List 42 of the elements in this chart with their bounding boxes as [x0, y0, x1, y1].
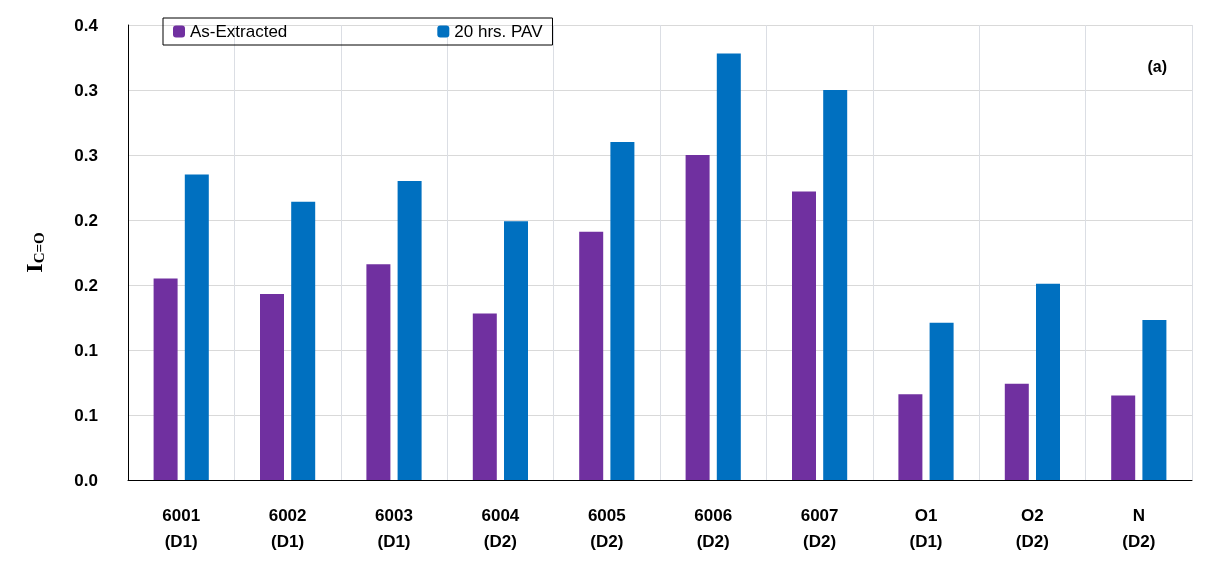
y-tick-label: 0.1: [74, 405, 98, 425]
y-tick-label: 0.0: [74, 470, 98, 490]
x-tick-label: O1 (D1): [909, 505, 943, 551]
x-tick-label: 6002 (D1): [268, 505, 307, 551]
bar: [153, 278, 178, 480]
legend-label: As-Extracted: [190, 22, 288, 41]
bar: [898, 394, 923, 480]
bar: [397, 181, 422, 480]
bar: [685, 155, 710, 480]
bar: [1004, 383, 1029, 480]
x-tick-label: N (D2): [1122, 505, 1156, 551]
annotation: (a): [1147, 57, 1168, 75]
bar: [823, 90, 848, 480]
x-tick-label: 6007 (D2): [800, 505, 839, 551]
x-tick-label: 6001 (D1): [162, 505, 201, 551]
y-tick-label: 0.1: [74, 340, 98, 360]
x-tick-label: O2 (D2): [1015, 505, 1049, 551]
bar: [504, 221, 528, 480]
bar: [291, 201, 316, 480]
y-tick-label: 0.2: [74, 210, 98, 230]
y-tick-label: 0.3: [74, 80, 98, 100]
x-tick-label: 6006 (D2): [694, 505, 733, 551]
bar: [260, 294, 284, 480]
legend-label: 20 hrs. PAV: [454, 22, 544, 41]
bar: [579, 231, 604, 480]
y-axis-title: IC=O: [21, 232, 47, 273]
y-tick-label: 0.3: [74, 145, 98, 165]
bar: [366, 264, 391, 480]
y-tick-label: 0.2: [74, 275, 98, 295]
bar: [929, 322, 954, 480]
x-tick-label: 6003 (D1): [375, 505, 413, 551]
bar: [472, 313, 497, 480]
y-tick-label: 0.4: [74, 15, 99, 35]
x-tick-label: 6004 (D2): [481, 505, 520, 551]
bar: [1036, 283, 1060, 480]
bar: [792, 191, 816, 480]
x-tick-label: 6005 (D2): [587, 505, 626, 551]
bar: [1111, 395, 1136, 480]
bar: [716, 53, 741, 480]
bar: [610, 142, 635, 480]
bar: [1142, 320, 1167, 480]
bar: [184, 174, 209, 480]
